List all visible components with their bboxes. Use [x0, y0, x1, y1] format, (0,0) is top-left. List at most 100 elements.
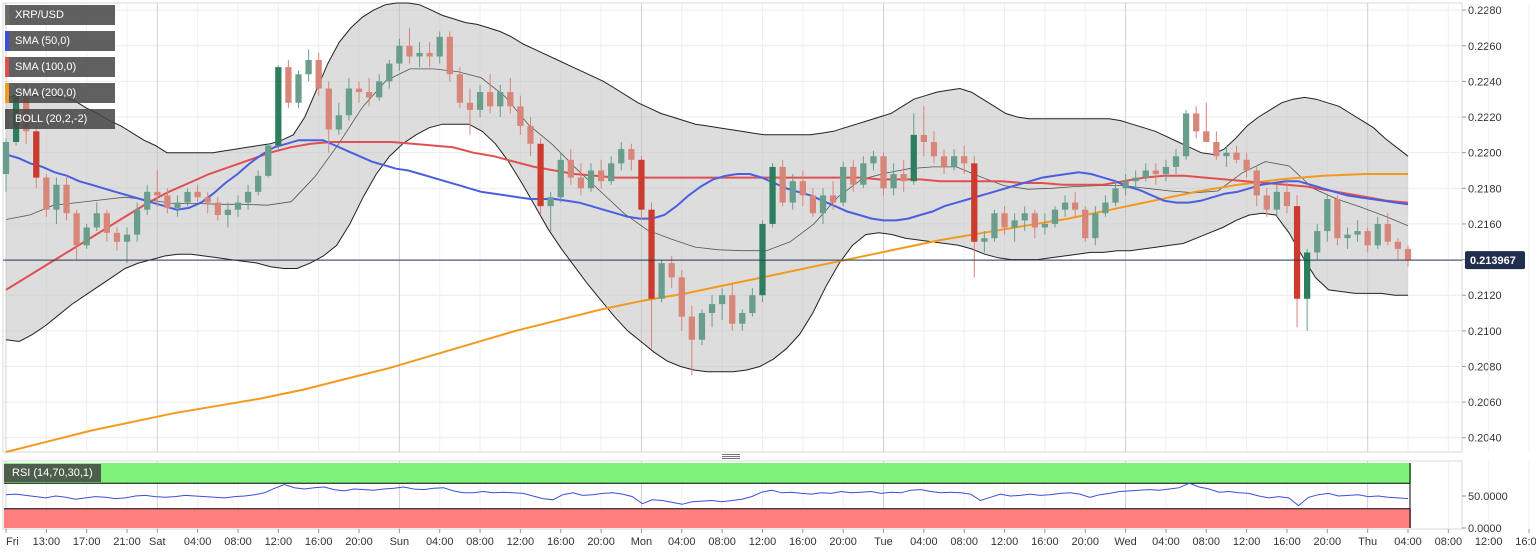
candle-body	[628, 149, 635, 160]
candle-body	[668, 263, 675, 278]
candle-body	[1304, 252, 1311, 299]
candle-body	[1223, 152, 1230, 157]
candle-body	[1374, 223, 1381, 246]
time-tick-label: Mon	[631, 536, 652, 548]
time-tick-label: Tue	[874, 536, 893, 548]
time-tick-label: 16:00	[789, 536, 817, 548]
legend-item-sma100[interactable]: SMA (100,0)	[5, 57, 115, 77]
candle-body	[1394, 241, 1402, 249]
candle-body	[63, 184, 70, 214]
candle-body	[335, 115, 342, 130]
legend-item-sma50[interactable]: SMA (50,0)	[5, 31, 115, 51]
candle-body	[1092, 213, 1099, 239]
rsi-legend-label[interactable]: RSI (14,70,30,1)	[4, 464, 101, 482]
candle-body	[1182, 113, 1190, 157]
candle-body	[910, 134, 917, 182]
legend-swatch	[5, 109, 9, 129]
legend-label: SMA (50,0)	[15, 35, 71, 47]
candle-body	[900, 174, 907, 182]
candle-body	[940, 156, 948, 167]
panel-resize-handle	[722, 458, 740, 459]
bollinger-lower-line	[5, 123, 1408, 373]
candle-body	[214, 202, 221, 216]
candle-body	[577, 177, 585, 189]
candle-body	[1072, 202, 1079, 210]
candle-body	[446, 36, 453, 75]
candle-body	[1021, 213, 1028, 221]
candle-body	[487, 92, 494, 107]
time-tick-label: 12:00	[1233, 536, 1261, 548]
price-tick-label: 0.2100	[1468, 326, 1502, 338]
time-tick-label: Thu	[1358, 536, 1377, 548]
legend-item-sma200[interactable]: SMA (200,0)	[5, 83, 115, 103]
candle-body	[497, 92, 504, 107]
candle-body	[759, 223, 766, 296]
candle-body	[981, 238, 988, 242]
legend-swatch	[5, 57, 9, 77]
candle-body	[809, 195, 817, 214]
candle-body	[729, 295, 736, 324]
candle-body	[436, 36, 443, 57]
candle-body	[658, 263, 665, 299]
time-tick-label: Fri	[6, 536, 19, 548]
candle-body	[133, 209, 141, 235]
candle-body	[174, 202, 181, 208]
price-tick-label: 0.2240	[1468, 76, 1502, 88]
candle-body	[1041, 223, 1049, 228]
candle-body	[204, 197, 211, 203]
candle-body	[355, 88, 363, 93]
candle-body	[1172, 156, 1180, 167]
time-tick-label: 21:00	[113, 536, 141, 548]
candle-body	[1112, 188, 1119, 203]
candle-body	[1203, 131, 1210, 142]
rsi-overbought-zone	[4, 463, 1411, 484]
bollinger-band-fill	[6, 3, 1408, 372]
candle-body	[53, 184, 60, 210]
time-tick-label: 16:00	[547, 536, 575, 548]
candle-body	[43, 177, 50, 210]
time-tick-label: 12:00	[991, 536, 1019, 548]
legend-item-xrpusd[interactable]: XRP/USD	[5, 5, 115, 25]
candle-body	[285, 67, 292, 103]
candle-body	[275, 67, 282, 146]
candle-body	[1193, 113, 1200, 132]
candle-body	[426, 52, 433, 57]
candle-body	[1233, 152, 1240, 160]
candle-body	[1324, 198, 1331, 232]
candle-body	[688, 316, 695, 340]
candle-body	[1001, 213, 1008, 228]
candle-body	[113, 232, 121, 242]
time-tick-label: 08:00	[466, 536, 494, 548]
time-tick-label: 04:00	[426, 536, 454, 548]
rsi-oversold-zone	[4, 508, 1411, 528]
candle-body	[1384, 223, 1391, 242]
candle-body	[315, 60, 322, 89]
candle-body	[557, 159, 564, 198]
candle-body	[769, 166, 776, 224]
candle-body	[799, 181, 806, 196]
candle-body	[1263, 195, 1270, 210]
candle-body	[648, 209, 655, 299]
legend-item-boll[interactable]: BOLL (20,2,-2)	[5, 109, 115, 129]
legend-label: XRP/USD	[15, 9, 64, 21]
time-tick-label: 08:00	[224, 536, 252, 548]
time-tick-label: 04:00	[184, 536, 212, 548]
candle-body	[608, 163, 615, 182]
candle-body	[1253, 170, 1260, 196]
candle-body	[719, 295, 726, 305]
candle-body	[154, 191, 161, 196]
legend-swatch	[5, 5, 9, 25]
candle-body	[698, 313, 706, 340]
time-tick-label: 13:00	[33, 536, 61, 548]
candle-body	[567, 159, 574, 178]
candle-body	[678, 277, 685, 317]
rsi-tick-label: 0.0000	[1468, 523, 1502, 535]
candle-body	[123, 234, 131, 242]
candle-body	[890, 174, 897, 189]
time-tick-label: 08:00	[1193, 536, 1221, 548]
candle-body	[1132, 177, 1139, 182]
current-price-label: 0.213967	[1470, 255, 1516, 267]
candle-body	[234, 202, 242, 210]
candle-body	[1011, 220, 1018, 228]
